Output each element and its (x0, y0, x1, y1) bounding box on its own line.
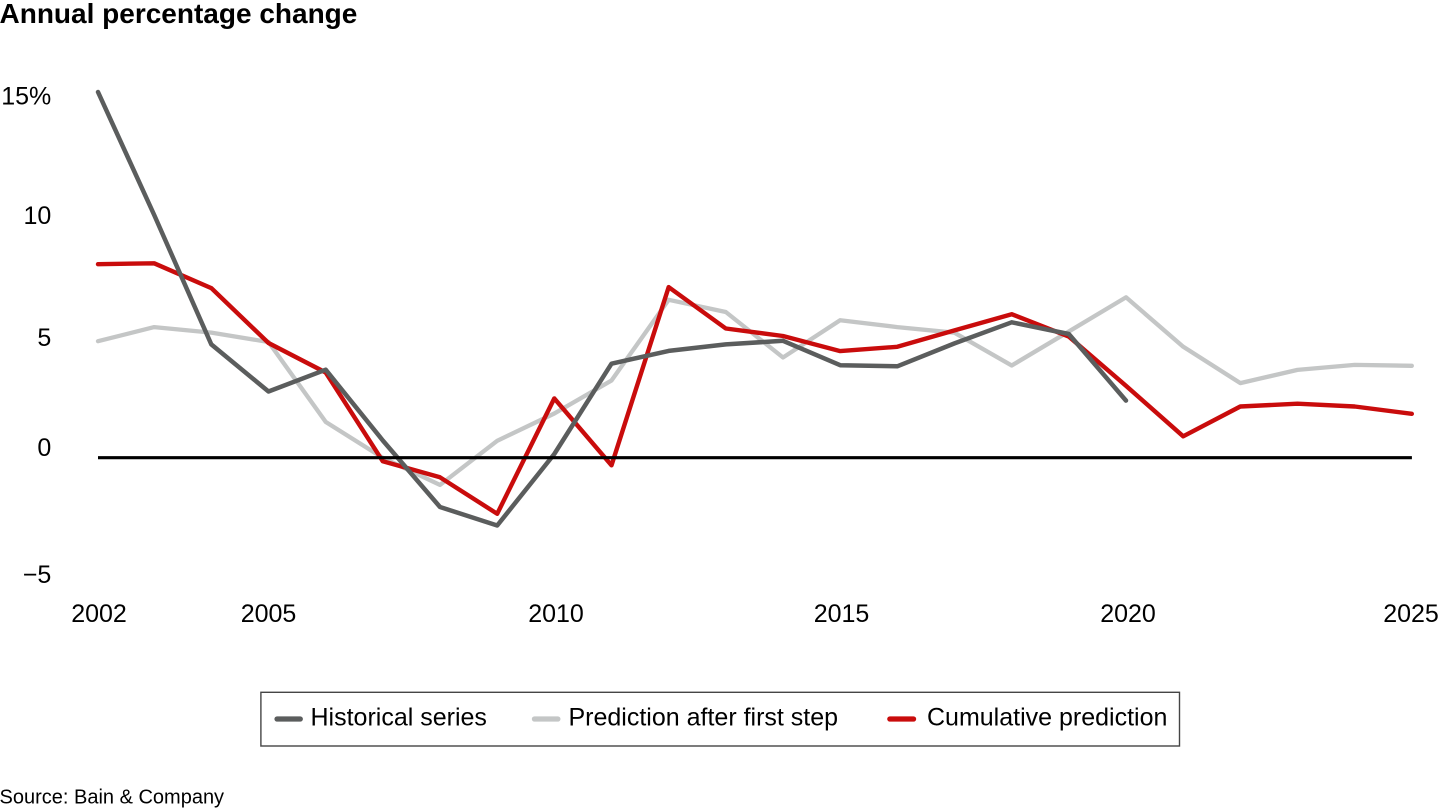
svg-text:Cumulative prediction: Cumulative prediction (927, 704, 1167, 732)
svg-text:2005: 2005 (241, 600, 297, 628)
svg-text:2002: 2002 (71, 600, 127, 628)
svg-text:−5: −5 (23, 561, 52, 589)
svg-text:Prediction after first step: Prediction after first step (569, 704, 839, 732)
svg-text:2015: 2015 (814, 600, 870, 628)
svg-text:0: 0 (37, 434, 51, 462)
svg-text:10: 10 (23, 202, 51, 230)
svg-text:2020: 2020 (1100, 600, 1156, 628)
svg-text:Source: Bain & Company: Source: Bain & Company (0, 786, 224, 808)
svg-text:Historical series: Historical series (311, 704, 487, 732)
svg-text:2010: 2010 (528, 600, 584, 628)
svg-text:2025: 2025 (1383, 600, 1439, 628)
svg-text:5: 5 (37, 324, 51, 352)
svg-text:15%: 15% (1, 83, 51, 111)
svg-text:Annual percentage change: Annual percentage change (0, 0, 357, 29)
